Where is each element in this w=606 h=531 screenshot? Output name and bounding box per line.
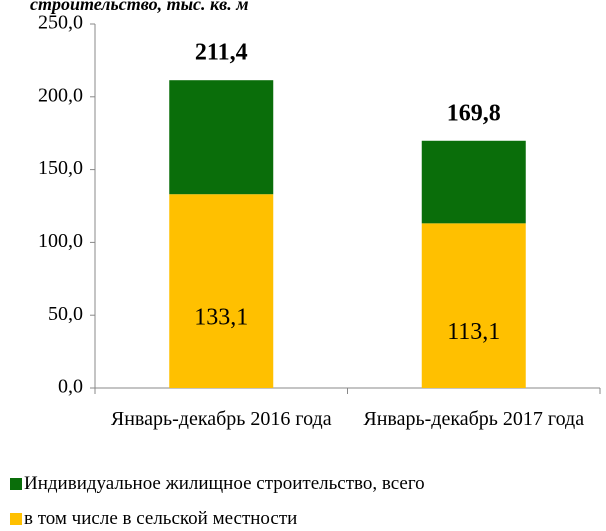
- y-tick-label: 50,0: [48, 303, 83, 325]
- total-label: 169,8: [447, 100, 501, 126]
- x-tick-label: Январь-декабрь 2017 года: [363, 408, 585, 430]
- legend-item: Индивидуальное жилищное строительство, в…: [10, 472, 425, 496]
- y-tick-label: 100,0: [38, 230, 83, 252]
- chart-title: строительство, тыс. кв. м: [30, 0, 249, 14]
- legend-swatch: [10, 513, 22, 525]
- legend-label: Индивидуальное жилищное строительство, в…: [24, 473, 425, 494]
- y-tick-label: 150,0: [38, 157, 83, 179]
- bar-segment: [421, 223, 526, 388]
- bar-segment: [169, 80, 274, 195]
- value-label: 113,1: [447, 319, 500, 345]
- legend-label: в том числе в сельской местности: [24, 508, 298, 529]
- value-label: 133,1: [194, 305, 248, 331]
- legend-item: в том числе в сельской местности: [10, 507, 297, 531]
- y-tick-label: 250,0: [38, 12, 83, 34]
- legend-swatch: [10, 478, 22, 490]
- y-tick-label: 200,0: [38, 84, 83, 106]
- bar-segment: [421, 140, 526, 224]
- y-tick-label: 0,0: [58, 376, 83, 398]
- total-label: 211,4: [195, 40, 248, 66]
- bar-segment: [169, 194, 274, 388]
- x-tick-label: Январь-декабрь 2016 года: [110, 408, 332, 430]
